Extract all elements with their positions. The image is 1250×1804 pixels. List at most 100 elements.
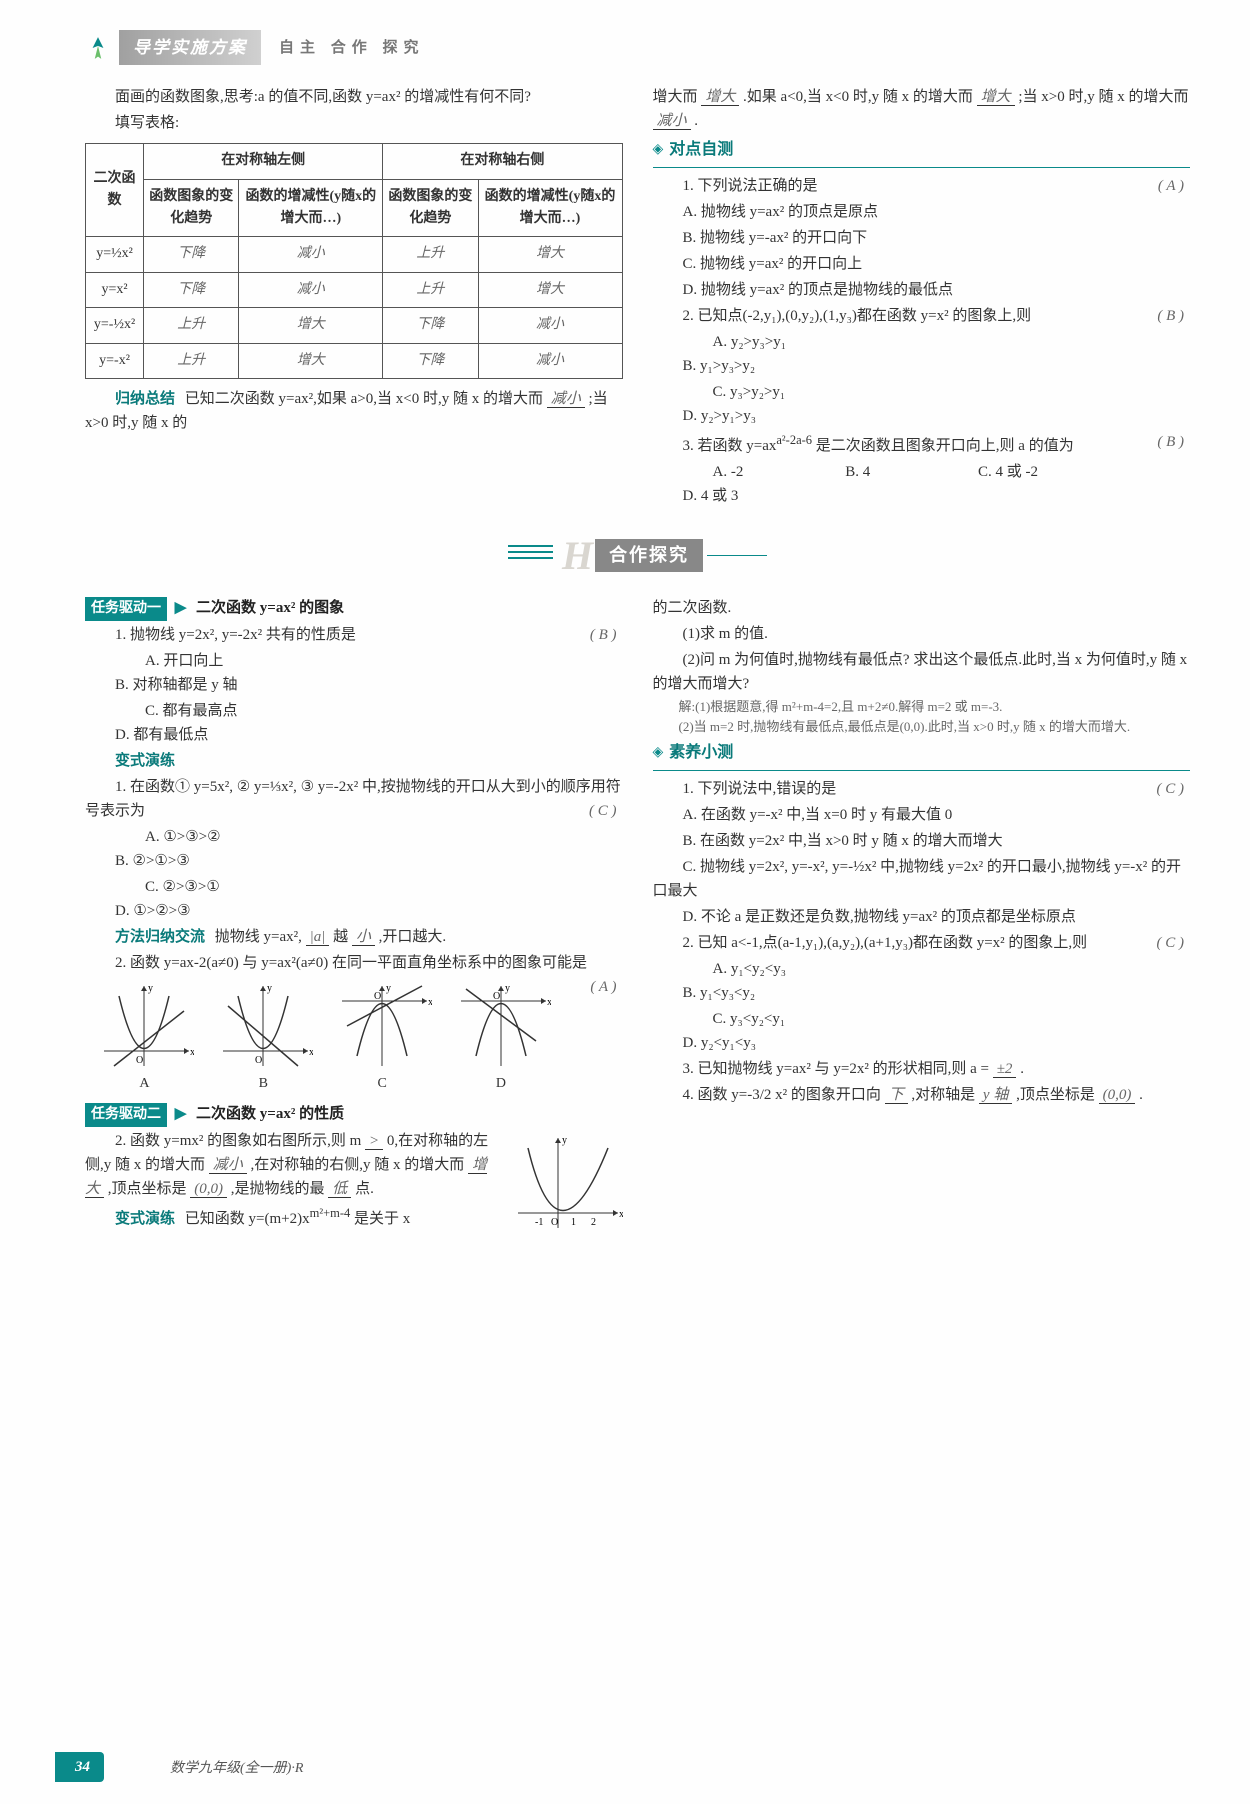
header-title: 导学实施方案 bbox=[119, 30, 261, 65]
t1q1-opts-row1: A. 开口向上 B. 对称轴都是 y 轴 bbox=[85, 649, 623, 697]
arrow-icon: ▶ bbox=[175, 1106, 187, 1122]
q3-opts: A. -2 B. 4 C. 4 或 -2 D. 4 或 3 bbox=[653, 460, 1191, 508]
t1v1-stem: 1. 在函数① y=5x², ② y=⅓x², ③ y=-2x² 中,按抛物线的… bbox=[85, 775, 623, 823]
upper-section: 面画的函数图象,思考:a 的值不同,函数 y=ax² 的增减性有何不同? 填写表… bbox=[85, 83, 1190, 510]
suoyang-heading: ◈ 素养小测 bbox=[653, 740, 1191, 766]
th-sub-3: 函数的增减性(y随x的增大而…) bbox=[478, 179, 622, 237]
svg-text:x: x bbox=[309, 1047, 313, 1058]
q1-opt-c: C. 抛物线 y=ax² 的开口向上 bbox=[653, 252, 1191, 276]
table-row: y=x² 下降 减小 上升 增大 bbox=[86, 272, 623, 307]
svg-text:O: O bbox=[493, 991, 500, 1002]
q1-opt-a: A. 抛物线 y=ax² 的顶点是原点 bbox=[653, 200, 1191, 224]
graph-option-d: x y O D bbox=[442, 981, 561, 1095]
lower-left-col: 任务驱动一 ▶ 二次函数 y=ax² 的图象 1. 抛物线 y=2x², y=-… bbox=[85, 594, 623, 1245]
th-left-axis: 在对称轴左侧 bbox=[144, 144, 383, 179]
svg-text:O: O bbox=[551, 1217, 558, 1228]
th-right-axis: 在对称轴右侧 bbox=[383, 144, 622, 179]
bar-lines-icon bbox=[508, 542, 558, 570]
upper-right-col: 增大而 增大 .如果 a<0,当 x<0 时,y 随 x 的增大而 增大 ;当 … bbox=[653, 83, 1191, 510]
lower-section: 任务驱动一 ▶ 二次函数 y=ax² 的图象 1. 抛物线 y=2x², y=-… bbox=[85, 594, 1190, 1245]
intro-para-2: 填写表格: bbox=[85, 111, 623, 135]
sub1: (1)求 m 的值. bbox=[653, 622, 1191, 646]
svg-text:x: x bbox=[547, 997, 551, 1008]
sq1-stem: 1. 下列说法中,错误的是 ( C ) bbox=[653, 777, 1191, 801]
sq1-c: C. 抛物线 y=2x², y=-x², y=-½x² 中,抛物线 y=2x² … bbox=[653, 855, 1191, 903]
footer-text: 数学九年级(全一册)·R bbox=[170, 1758, 303, 1780]
graph-option-b: x y O B bbox=[204, 981, 323, 1095]
svg-text:y: y bbox=[148, 983, 153, 994]
svg-text:O: O bbox=[255, 1055, 262, 1066]
self-test-heading: ◈ 对点自测 bbox=[653, 137, 1191, 163]
table-row: y=-x² 上升 增大 下降 减小 bbox=[86, 343, 623, 378]
sq2-row1: A. y₁<y₂<y₃ B. y₁<y₃<y₂ bbox=[653, 957, 1191, 1005]
diamond-icon: ◈ bbox=[653, 139, 664, 161]
diamond-icon: ◈ bbox=[653, 742, 664, 764]
table-row: y=-½x² 上升 增大 下降 减小 bbox=[86, 308, 623, 343]
summary-blank-1: 减小 bbox=[547, 391, 585, 408]
svg-text:-1: -1 bbox=[535, 1217, 543, 1228]
sq2-row2: C. y₃<y₂<y₁ D. y₂<y₁<y₃ bbox=[653, 1007, 1191, 1055]
graph-option-a: x y O A bbox=[85, 981, 204, 1095]
svg-text:O: O bbox=[374, 991, 381, 1002]
sq1-d: D. 不论 a 是正数还是负数,抛物线 y=ax² 的顶点都是坐标原点 bbox=[653, 905, 1191, 929]
arrow-icon: ▶ bbox=[175, 600, 187, 616]
svg-text:y: y bbox=[267, 983, 272, 994]
q2-stem: 2. 已知点(-2,y₁),(0,y₂),(1,y₃)都在函数 y=x² 的图象… bbox=[653, 304, 1191, 328]
sub2: (2)问 m 为何值时,抛物线有最低点? 求出这个最低点.此时,当 x 为何值时… bbox=[653, 648, 1191, 696]
q2-opts-row1: A. y₂>y₃>y₁ B. y₁>y₃>y₂ bbox=[653, 330, 1191, 378]
sq1-b: B. 在函数 y=2x² 中,当 x>0 时 y 随 x 的增大而增大 bbox=[653, 829, 1191, 853]
svg-text:x: x bbox=[190, 1047, 194, 1058]
sq1-a: A. 在函数 y=-x² 中,当 x=0 时 y 有最大值 0 bbox=[653, 803, 1191, 827]
page: 导学实施方案 自主 合作 探究 面画的函数图象,思考:a 的值不同,函数 y=a… bbox=[0, 0, 1250, 1804]
mini-parabola-graph: x y -1 O 1 2 bbox=[513, 1133, 623, 1241]
svg-text:2: 2 bbox=[591, 1217, 596, 1228]
t1q1-opts-row2: C. 都有最高点 D. 都有最低点 bbox=[85, 699, 623, 747]
svg-text:y: y bbox=[562, 1135, 567, 1146]
q1-stem: 1. 下列说法正确的是 ( A ) bbox=[653, 174, 1191, 198]
header-subtitle: 自主 合作 探究 bbox=[279, 36, 425, 60]
svg-text:x: x bbox=[428, 997, 432, 1008]
q1-opt-d: D. 抛物线 y=ax² 的顶点是抛物线的最低点 bbox=[653, 278, 1191, 302]
center-banner: H 合作探究 bbox=[85, 536, 1190, 576]
t1v2-stem: 2. 函数 y=ax-2(a≠0) 与 y=ax²(a≠0) 在同一平面直角坐标… bbox=[85, 951, 623, 975]
t1v1-opts-row1: A. ①>③>② B. ②>①>③ bbox=[85, 825, 623, 873]
th-sub-1: 函数的增减性(y随x的增大而…) bbox=[239, 179, 383, 237]
cont-para: 增大而 增大 .如果 a<0,当 x<0 时,y 随 x 的增大而 增大 ;当 … bbox=[653, 85, 1191, 133]
svg-text:y: y bbox=[505, 983, 510, 994]
upper-left-col: 面画的函数图象,思考:a 的值不同,函数 y=ax² 的增减性有何不同? 填写表… bbox=[85, 83, 623, 510]
table-row: y=½x² 下降 减小 上升 增大 bbox=[86, 237, 623, 272]
sq4: 4. 函数 y=-3/2 x² 的图象开口向 下 ,对称轴是 y 轴 ,顶点坐标… bbox=[653, 1083, 1191, 1107]
th-sub-2: 函数图象的变化趋势 bbox=[383, 179, 478, 237]
svg-text:1: 1 bbox=[571, 1217, 576, 1228]
header-band: 导学实施方案 自主 合作 探究 bbox=[85, 30, 1190, 65]
variant-label: 变式演练 bbox=[85, 749, 623, 773]
cont-quad: 的二次函数. bbox=[653, 596, 1191, 620]
task2-heading: 任务驱动二 ▶ 二次函数 y=ax² 的性质 bbox=[85, 1102, 623, 1127]
ans1: 解:(1)根据题意,得 m²+m-4=2,且 m+2≠0.解得 m=2 或 m=… bbox=[653, 698, 1191, 716]
t1q1-stem: 1. 抛物线 y=2x², y=-2x² 共有的性质是 ( B ) bbox=[85, 623, 623, 647]
summary-label: 归纳总结 bbox=[115, 391, 175, 407]
t1v1-opts-row2: C. ②>③>① D. ①>②>③ bbox=[85, 875, 623, 923]
summary-para: 归纳总结 已知二次函数 y=ax²,如果 a>0,当 x<0 时,y 随 x 的… bbox=[85, 387, 623, 435]
q1-opt-b: B. 抛物线 y=-ax² 的开口向下 bbox=[653, 226, 1191, 250]
svg-text:y: y bbox=[386, 983, 391, 994]
ans2: (2)当 m=2 时,抛物线有最低点,最低点是(0,0).此时,当 x>0 时,… bbox=[653, 718, 1191, 736]
banner-letter: H bbox=[562, 536, 593, 576]
divider bbox=[653, 770, 1191, 771]
graph-option-c: x y O C bbox=[323, 981, 442, 1095]
sq3: 3. 已知抛物线 y=ax² 与 y=2x² 的形状相同,则 a = ±2 . bbox=[653, 1057, 1191, 1081]
banner-line-right bbox=[707, 555, 767, 556]
divider bbox=[653, 167, 1191, 168]
th-sub-0: 函数图象的变化趋势 bbox=[144, 179, 239, 237]
svg-text:O: O bbox=[136, 1055, 143, 1066]
function-table: 二次函数 在对称轴左侧 在对称轴右侧 函数图象的变化趋势 函数的增减性(y随x的… bbox=[85, 143, 623, 379]
graph-options-row: x y O A x y bbox=[85, 981, 560, 1095]
task1-heading: 任务驱动一 ▶ 二次函数 y=ax² 的图象 bbox=[85, 596, 623, 621]
sq2-stem: 2. 已知 a<-1,点(a-1,y₁),(a,y₂),(a+1,y₃)都在函数… bbox=[653, 931, 1191, 955]
leaf-logo-icon bbox=[85, 35, 111, 61]
svg-text:x: x bbox=[619, 1209, 623, 1220]
q2-opts-row2: C. y₃>y₂>y₁ D. y₂>y₁>y₃ bbox=[653, 380, 1191, 428]
method-para: 方法归纳交流 抛物线 y=ax², |a| 越 小 ,开口越大. bbox=[85, 925, 623, 949]
intro-para-1: 面画的函数图象,思考:a 的值不同,函数 y=ax² 的增减性有何不同? bbox=[85, 85, 623, 109]
q3-stem: 3. 若函数 y=axa²-2a-6 是二次函数且图象开口向上,则 a 的值为 … bbox=[653, 430, 1191, 458]
